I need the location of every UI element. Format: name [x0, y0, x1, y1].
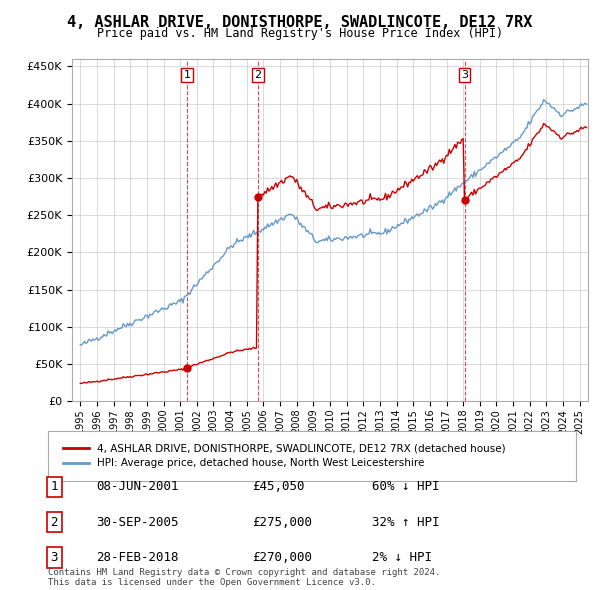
Text: 2: 2	[254, 70, 262, 80]
Text: 1: 1	[50, 480, 58, 493]
Text: 3: 3	[461, 70, 468, 80]
Text: 2% ↓ HPI: 2% ↓ HPI	[372, 551, 432, 564]
Text: £275,000: £275,000	[252, 516, 312, 529]
Text: 1: 1	[184, 70, 191, 80]
Text: 4, ASHLAR DRIVE, DONISTHORPE, SWADLINCOTE, DE12 7RX: 4, ASHLAR DRIVE, DONISTHORPE, SWADLINCOT…	[67, 15, 533, 30]
Legend: 4, ASHLAR DRIVE, DONISTHORPE, SWADLINCOTE, DE12 7RX (detached house), HPI: Avera: 4, ASHLAR DRIVE, DONISTHORPE, SWADLINCOT…	[58, 439, 510, 473]
Text: 60% ↓ HPI: 60% ↓ HPI	[372, 480, 439, 493]
Text: 3: 3	[50, 551, 58, 564]
Text: 2: 2	[50, 516, 58, 529]
Text: 30-SEP-2005: 30-SEP-2005	[96, 516, 179, 529]
Text: £45,050: £45,050	[252, 480, 305, 493]
Text: Price paid vs. HM Land Registry's House Price Index (HPI): Price paid vs. HM Land Registry's House …	[97, 27, 503, 40]
Text: 32% ↑ HPI: 32% ↑ HPI	[372, 516, 439, 529]
Text: 28-FEB-2018: 28-FEB-2018	[96, 551, 179, 564]
Text: 08-JUN-2001: 08-JUN-2001	[96, 480, 179, 493]
Text: Contains HM Land Registry data © Crown copyright and database right 2024.
This d: Contains HM Land Registry data © Crown c…	[48, 568, 440, 587]
Text: £270,000: £270,000	[252, 551, 312, 564]
